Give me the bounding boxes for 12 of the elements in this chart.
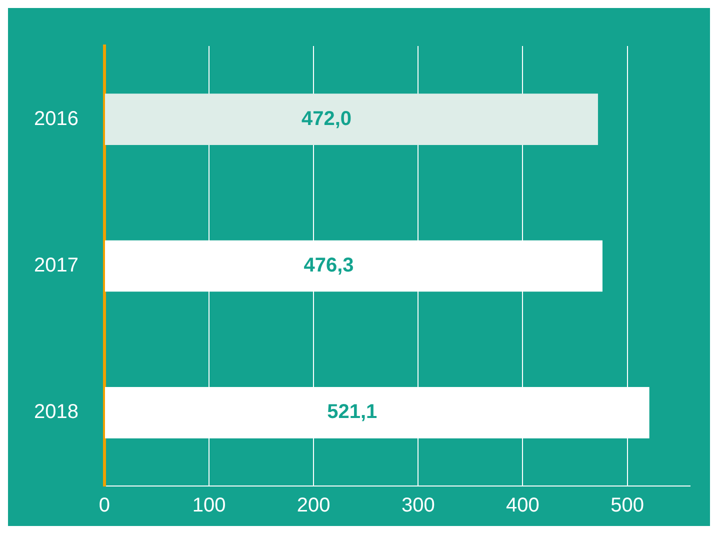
data-label: 476,3 bbox=[304, 254, 354, 277]
y-tick-label: 2016 bbox=[34, 108, 78, 130]
x-tick-label: 200 bbox=[296, 494, 330, 517]
x-tick-label: 500 bbox=[610, 494, 644, 517]
x-tick-label: 300 bbox=[401, 494, 435, 517]
x-tick-label: 0 bbox=[98, 494, 110, 517]
x-tick-label: 100 bbox=[192, 494, 226, 517]
data-label: 472,0 bbox=[301, 108, 352, 130]
data-label: 521,1 bbox=[327, 401, 378, 424]
y-tick-label: 2017 bbox=[34, 254, 78, 277]
y-tick-label: 2018 bbox=[34, 401, 78, 424]
x-tick-label: 400 bbox=[506, 494, 540, 517]
